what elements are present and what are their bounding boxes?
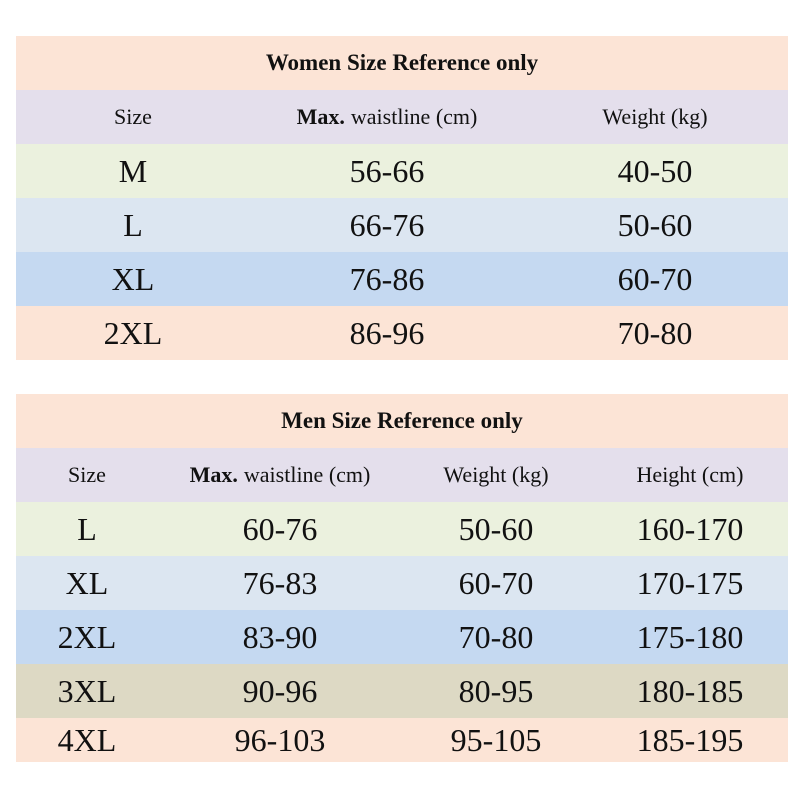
data-row: 3XL 90-96 80-95 180-185 (16, 664, 788, 718)
data-row: L 60-76 50-60 160-170 (16, 502, 788, 556)
cell: 90-96 (242, 672, 318, 709)
data-row: M 56-66 40-50 (16, 144, 788, 198)
cell: 160-170 (636, 510, 744, 547)
header-row: Size Max. waistline (cm) Weight (kg) (16, 90, 788, 144)
cell: 180-185 (636, 672, 744, 709)
header-row: Size Max. waistline (cm) Weight (kg) Height … (16, 448, 788, 502)
cell: 4XL (57, 721, 117, 758)
cell: 60-70 (617, 260, 693, 297)
cell: 185-195 (636, 721, 744, 758)
cell: 95-105 (450, 721, 542, 758)
size-table: Men Size Reference only Size Max. waistline… (16, 394, 788, 762)
cell: 2XL (103, 314, 163, 351)
cell: 70-80 (617, 314, 693, 351)
data-row: 2XL 83-90 70-80 175-180 (16, 610, 788, 664)
title-row: Women Size Reference only (16, 36, 788, 90)
cell: Max. waistline (cm) (130, 462, 430, 488)
cell: 175-180 (636, 618, 744, 655)
text: waistline (cm) (243, 462, 371, 487)
cell: 60-70 (458, 564, 534, 601)
cell: 60-76 (242, 510, 318, 547)
data-row: L 66-76 50-60 (16, 198, 788, 252)
cell: 96-103 (234, 721, 326, 758)
cell: Size (114, 104, 152, 129)
cell: XL (65, 564, 109, 601)
cell: Height (cm) (636, 462, 744, 487)
data-row: XL 76-86 60-70 (16, 252, 788, 306)
cell: 83-90 (242, 618, 318, 655)
cell: L (77, 510, 97, 547)
text: waistline (cm) (350, 104, 478, 129)
cell: 170-175 (636, 564, 744, 601)
title-row: Men Size Reference only (16, 394, 788, 448)
cell: 50-60 (617, 206, 693, 243)
cell: 56-66 (349, 152, 425, 189)
cell: 40-50 (617, 152, 693, 189)
cell: M (118, 152, 148, 189)
cell: Weight (kg) (602, 104, 708, 129)
cell: Max. waistline (cm) (237, 104, 537, 130)
cell: 2XL (57, 618, 117, 655)
cell: 70-80 (458, 618, 534, 655)
cell: 66-76 (349, 206, 425, 243)
cell: 80-95 (458, 672, 534, 709)
data-row: 2XL 86-96 70-80 (16, 306, 788, 360)
cell: XL (111, 260, 155, 297)
cell: 86-96 (349, 314, 425, 351)
data-row: XL 76-83 60-70 170-175 (16, 556, 788, 610)
data-row: 4XL 96-103 95-105 185-195 (16, 718, 788, 762)
bold-text: Max. (189, 462, 238, 487)
cell: 76-86 (349, 260, 425, 297)
cell: 76-83 (242, 564, 318, 601)
cell: Weight (kg) (443, 462, 549, 487)
size-table: Women Size Reference only Size Max. waistli… (16, 36, 788, 360)
cell: 50-60 (458, 510, 534, 547)
bold-text: Max. (296, 104, 345, 129)
cell: 3XL (57, 672, 117, 709)
cell: L (123, 206, 143, 243)
cell: Size (68, 462, 106, 487)
